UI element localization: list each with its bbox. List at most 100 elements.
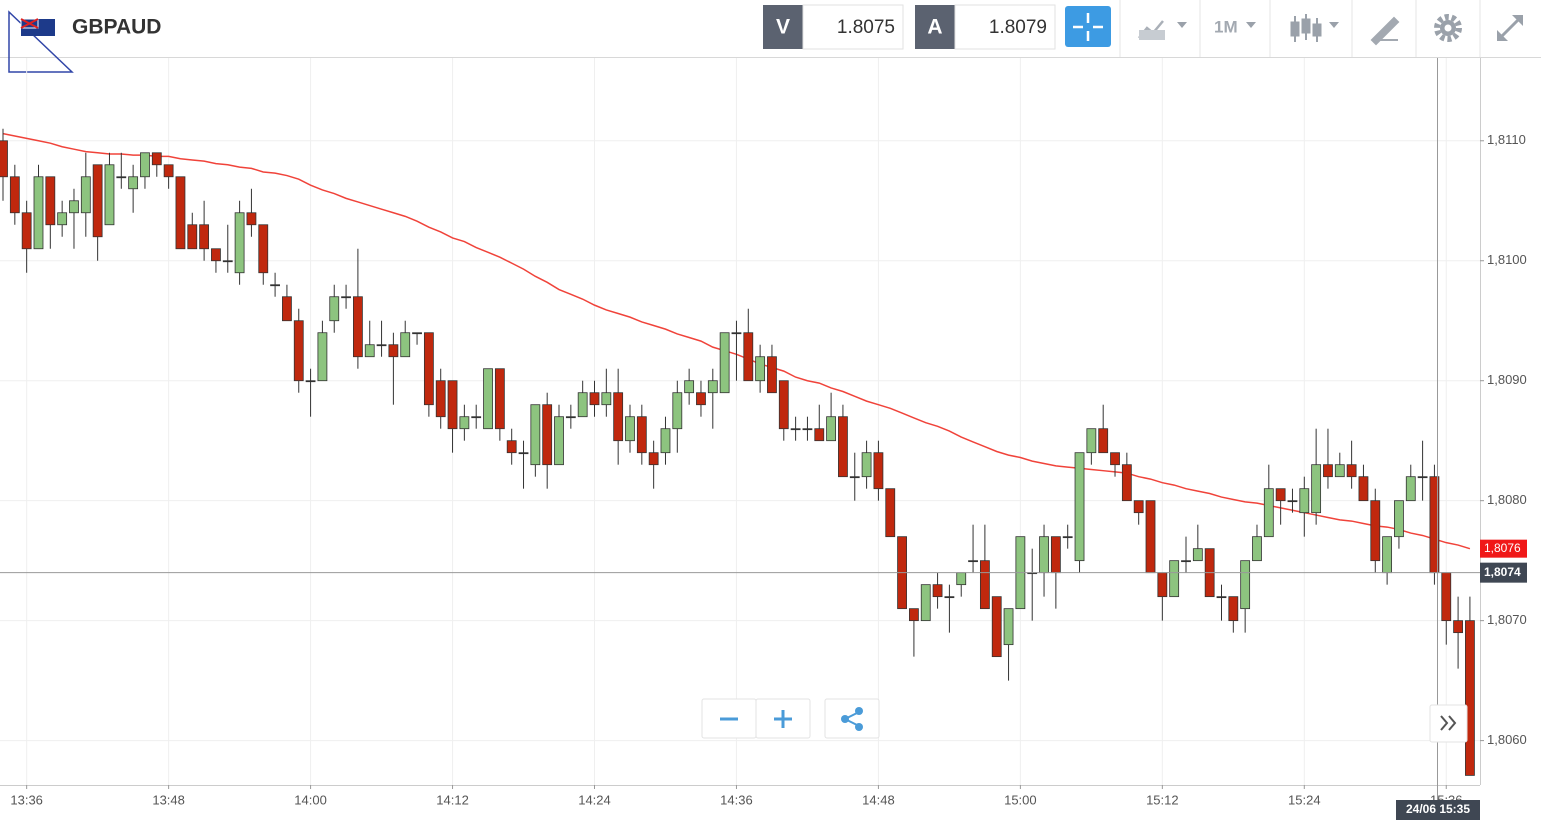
candle-body [1110,452,1120,466]
candle-body [21,212,32,250]
y-tick-label: 1,8090 [1487,372,1527,387]
candle-body [589,392,600,406]
candle-body [1098,428,1109,454]
candle-body [128,176,139,190]
candle-body [577,392,588,418]
candle-body [140,152,150,178]
candle-body [282,296,292,322]
candle-body [1323,464,1333,478]
candle-body [9,176,20,214]
candle-body [317,332,328,382]
candle-body [849,476,860,479]
candle-body [755,356,766,382]
candle-body [1346,464,1357,478]
candle-body [506,440,517,454]
candle-body [1358,476,1369,502]
zoom-in-button[interactable] [755,698,811,739]
candle-body [33,176,44,250]
candle-body [707,380,718,394]
candle-body [636,416,647,454]
timeframe: 1M [1214,17,1238,36]
x-tick-label: 15:12 [1146,792,1179,807]
candle-body [57,212,68,226]
crosshair-time: 24/06 15:35 [1406,802,1470,816]
candle-body [293,320,304,382]
candle-body [1050,536,1061,574]
candle-body [932,584,943,598]
share-button[interactable] [824,698,880,739]
candle-body [1039,536,1049,574]
candle-body [211,248,221,262]
candle-style-button[interactable] [1290,14,1339,42]
candle-body [1275,488,1286,502]
grid [0,58,1484,789]
candle-body [968,560,978,563]
draw-tool-button[interactable] [1370,16,1400,46]
candle-body [554,416,564,466]
candle-body [1441,572,1452,622]
candle-body [790,428,801,431]
candle-body [341,296,351,299]
candle-body [116,176,127,179]
candle-body [1169,560,1180,598]
candle-body [601,392,612,406]
candle-body [1157,572,1168,598]
candle-body [376,344,387,347]
candle-body [329,296,340,322]
corner-marker [8,10,74,73]
candle-body [459,416,470,430]
candle-body [613,392,624,442]
fullscreen-button[interactable] [1497,15,1523,41]
candle-body [400,332,411,358]
candle-body [423,332,434,406]
x-tick-label: 15:24 [1288,792,1321,807]
crosshair-price-label: 1,8074 [1484,565,1521,579]
candle-body [222,260,233,263]
chart-type-button[interactable] [1138,20,1187,40]
x-tick-label: 14:48 [862,792,895,807]
y-tick-label: 1,8070 [1487,612,1527,627]
settings-button[interactable] [1434,14,1462,42]
candle-body [1074,452,1085,562]
candle-body [412,332,422,335]
candle-body [696,392,706,406]
x-tick-label: 14:00 [294,792,327,807]
candle-body [1086,428,1097,454]
candle-body [151,152,162,166]
candle-body [104,164,115,226]
candle-body [1192,548,1203,562]
candle-body [814,428,825,442]
candles [0,128,1475,776]
buy-price: 1.8079 [989,17,1047,38]
candle-body [270,284,280,287]
toolbar-separators [1119,0,1481,57]
candle-body [542,404,553,466]
x-tick-label: 13:36 [10,792,43,807]
y-tick-label: 1,8080 [1487,492,1527,507]
candle-body [1287,500,1298,503]
candle-body [991,596,1002,658]
scroll-end-button[interactable] [1429,704,1468,743]
zoom-out-button[interactable] [701,698,757,739]
candle-body [861,452,872,478]
crosshair-time-box [1396,800,1480,820]
candle-body [364,344,375,358]
candle-body [873,452,884,490]
candle-body [1299,488,1310,514]
candle-body [684,380,695,394]
y-tick-label: 1,8110 [1487,132,1526,147]
candle-body [305,380,316,383]
crosshair-button[interactable] [1065,6,1111,47]
candle-body [719,332,730,394]
candle-body [731,332,742,335]
y-tick-label: 1,8100 [1487,252,1527,267]
buy-label: A [927,16,942,39]
sell-button[interactable]: V 1.8075 [763,4,904,50]
candle-body [1062,536,1073,539]
buy-button[interactable]: A 1.8079 [915,4,1056,50]
candle-body [175,176,186,250]
candle-body [80,176,91,214]
timeframe-button[interactable]: 1M [1214,17,1256,36]
candle-body [1133,500,1144,514]
